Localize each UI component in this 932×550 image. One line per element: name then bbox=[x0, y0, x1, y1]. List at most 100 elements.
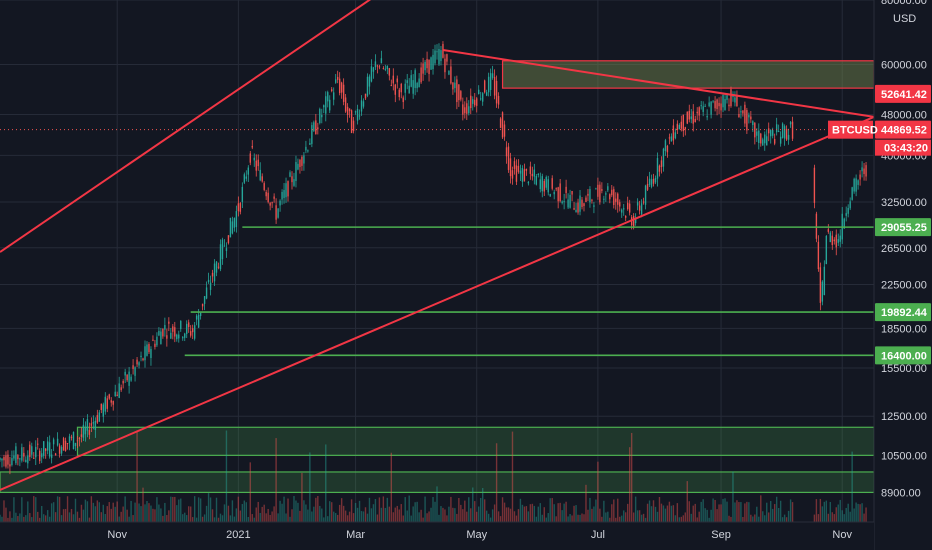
candle-body bbox=[575, 209, 577, 213]
volume-bar bbox=[579, 514, 581, 522]
volume-bar bbox=[839, 499, 841, 522]
candle-body bbox=[180, 320, 182, 330]
time-axis-background bbox=[0, 522, 874, 550]
volume-bar bbox=[656, 511, 659, 522]
volume-bar bbox=[595, 499, 597, 522]
candle-body bbox=[305, 146, 307, 151]
volume-bar bbox=[305, 504, 307, 522]
volume-bar bbox=[501, 497, 504, 522]
candle-body bbox=[130, 376, 132, 381]
candle-body bbox=[352, 120, 355, 132]
volume-bar bbox=[505, 507, 508, 522]
volume-bar bbox=[674, 515, 677, 522]
volume-bar bbox=[752, 516, 754, 522]
volume-bar bbox=[46, 510, 49, 522]
volume-bar bbox=[52, 502, 55, 522]
candle-body bbox=[156, 336, 158, 346]
volume-bar bbox=[835, 507, 837, 522]
candle-body bbox=[515, 165, 518, 182]
volume-bar bbox=[446, 515, 448, 522]
candle-body bbox=[444, 58, 446, 73]
volume-bar bbox=[785, 517, 788, 522]
volume-bar bbox=[227, 505, 230, 522]
candle-body bbox=[503, 124, 506, 137]
candle-body bbox=[372, 67, 375, 72]
volume-bar bbox=[825, 500, 828, 522]
candle-body bbox=[285, 183, 287, 198]
volume-bar bbox=[720, 504, 722, 522]
volume-bar bbox=[628, 447, 631, 522]
current-price-tag-label: 44869.52 bbox=[881, 125, 927, 137]
volume-bar bbox=[188, 506, 190, 522]
candle-body bbox=[60, 446, 63, 454]
volume-bar bbox=[511, 431, 514, 522]
price-axis[interactable]: 80000.0060000.0048000.0040000.0032500.00… bbox=[873, 0, 932, 550]
volume-bar bbox=[327, 516, 329, 522]
volume-bar bbox=[317, 496, 319, 522]
volume-bar bbox=[436, 486, 438, 522]
candle-body bbox=[96, 415, 99, 423]
volume-bar bbox=[420, 509, 422, 522]
volume-bar bbox=[452, 507, 454, 522]
candle-body bbox=[400, 83, 402, 93]
volume-bar bbox=[50, 503, 53, 522]
candle-body bbox=[680, 121, 683, 129]
candle-body bbox=[513, 161, 516, 169]
candle-body bbox=[851, 187, 853, 200]
candle-body bbox=[114, 391, 116, 397]
price-tick-label: 12500.00 bbox=[881, 411, 927, 423]
candle-body bbox=[581, 199, 583, 207]
trendline bbox=[0, 115, 875, 491]
candle-body bbox=[172, 326, 174, 332]
candle-body bbox=[470, 95, 472, 109]
candle-body bbox=[295, 161, 297, 182]
candle-body bbox=[632, 216, 635, 228]
price-zone bbox=[76, 426, 875, 456]
candle-body bbox=[191, 328, 194, 333]
candle-body bbox=[158, 330, 160, 336]
candle-body bbox=[648, 178, 651, 185]
volume-bar bbox=[597, 461, 599, 522]
volume-bar bbox=[70, 508, 73, 522]
volume-bar bbox=[366, 513, 369, 522]
volume-bar bbox=[7, 517, 9, 522]
volume-bar bbox=[39, 517, 41, 522]
candle-body bbox=[378, 66, 381, 68]
candle-body bbox=[464, 107, 466, 114]
time-tick-label: Jul bbox=[591, 529, 605, 541]
volume-bar bbox=[245, 502, 248, 522]
volume-bar bbox=[370, 508, 373, 522]
volume-bar bbox=[235, 508, 238, 522]
volume-bar bbox=[503, 502, 506, 522]
candle-body bbox=[201, 303, 204, 307]
candle-body bbox=[634, 217, 637, 224]
candle-body bbox=[543, 180, 545, 192]
time-axis[interactable]: Nov 2021 Mar May Jul Sep Nov bbox=[0, 521, 874, 550]
volume-bar bbox=[783, 514, 786, 522]
volume-bar bbox=[82, 509, 85, 522]
candle-body bbox=[509, 158, 512, 177]
volume-bar bbox=[5, 507, 7, 522]
candle-body bbox=[19, 458, 21, 460]
volume-bar bbox=[398, 509, 400, 522]
volume-bar bbox=[666, 505, 669, 522]
candle-body bbox=[495, 80, 498, 104]
volume-bar bbox=[672, 505, 675, 522]
volume-bar bbox=[374, 499, 377, 522]
volume-bar bbox=[404, 497, 406, 522]
volume-bar bbox=[557, 503, 559, 522]
volume-bar bbox=[676, 503, 679, 522]
volume-bar bbox=[124, 496, 126, 522]
candle-body bbox=[650, 179, 653, 187]
volume-bar bbox=[549, 498, 551, 522]
volume-bar bbox=[483, 499, 486, 522]
candle-body bbox=[76, 440, 79, 442]
candle-body bbox=[617, 193, 619, 205]
volume-bar bbox=[714, 499, 716, 522]
volume-bar bbox=[468, 497, 470, 522]
candle-body bbox=[559, 183, 561, 202]
candle-body bbox=[426, 58, 428, 69]
candle-body bbox=[209, 282, 212, 290]
volume-bar bbox=[487, 513, 490, 522]
